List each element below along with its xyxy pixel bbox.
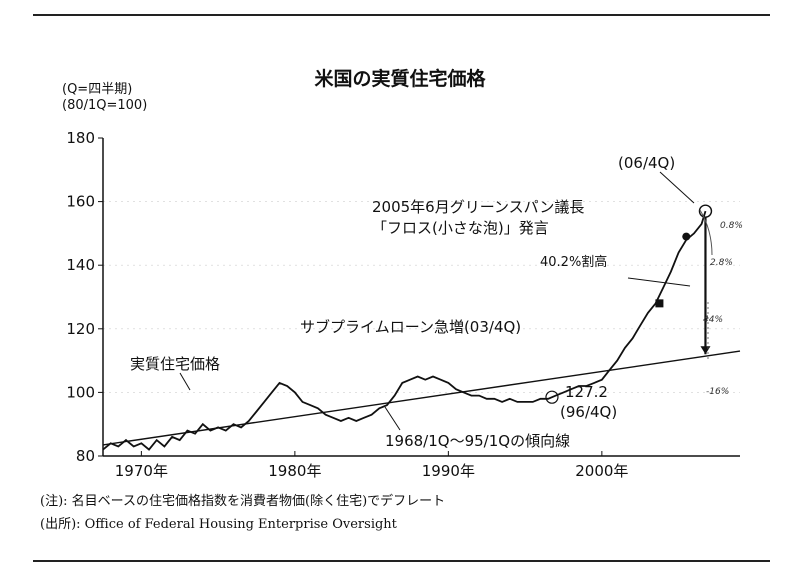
greenspan-line-2: 「フロス(小さな泡)」発言 <box>372 219 549 237</box>
series-label: 実質住宅価格 <box>130 355 220 373</box>
trend-label: 1968/1Q〜95/1Qの傾向線 <box>385 432 570 450</box>
bottom-border <box>33 560 770 562</box>
top-border <box>33 14 770 16</box>
trend-label-leader <box>384 406 401 431</box>
price-series-line <box>102 210 707 451</box>
subprime-marker <box>655 299 664 308</box>
trough-value: 127.2 <box>565 383 608 401</box>
hand-note-1: 0.8% <box>720 221 743 231</box>
note-line-2: (出所): Office of Federal Housing Enterpri… <box>40 517 397 532</box>
trough-period: (96/4Q) <box>560 403 617 421</box>
y-axis-unit-base: (80/1Q=100) <box>62 98 148 113</box>
greenspan-marker <box>682 232 691 241</box>
chart-title: 米国の実質住宅価格 <box>314 68 486 90</box>
y-tick-label: 120 <box>66 320 95 338</box>
series-label-leader <box>179 372 191 391</box>
hand-note-3: 44% <box>703 315 723 325</box>
trough-marker <box>545 390 559 404</box>
hand-note-2: 2.8% <box>710 258 733 268</box>
y-tick-label: 140 <box>66 256 95 274</box>
greenspan-line-1: 2005年6月グリーンスパン議長 <box>372 198 584 216</box>
hand-curve <box>699 209 713 256</box>
note-line-1: (注): 名目ベースの住宅価格指数を消費者物価(除く住宅)でデフレート <box>40 494 446 509</box>
y-tick-label: 80 <box>76 447 95 465</box>
x-tick-label: 1980年 <box>268 462 321 480</box>
y-axis-unit-quarter: (Q=四半期) <box>62 82 133 97</box>
subprime-annotation: サブプライムローン急増(03/4Q) <box>300 318 521 336</box>
gap-annotation: 40.2%割高 <box>540 254 607 270</box>
gap-arrow-head <box>700 346 711 355</box>
y-tick-label: 180 <box>66 129 95 147</box>
peak-leader <box>659 171 695 204</box>
x-tick-label: 2000年 <box>575 462 628 480</box>
gap-leader <box>627 277 691 287</box>
y-tick-label: 160 <box>66 193 95 211</box>
y-tick-label: 100 <box>66 383 95 401</box>
x-tick-label: 1970年 <box>115 462 168 480</box>
hand-note-4: -16% <box>706 387 729 397</box>
peak-period: (06/4Q) <box>618 154 675 172</box>
x-tick-label: 1990年 <box>422 462 475 480</box>
